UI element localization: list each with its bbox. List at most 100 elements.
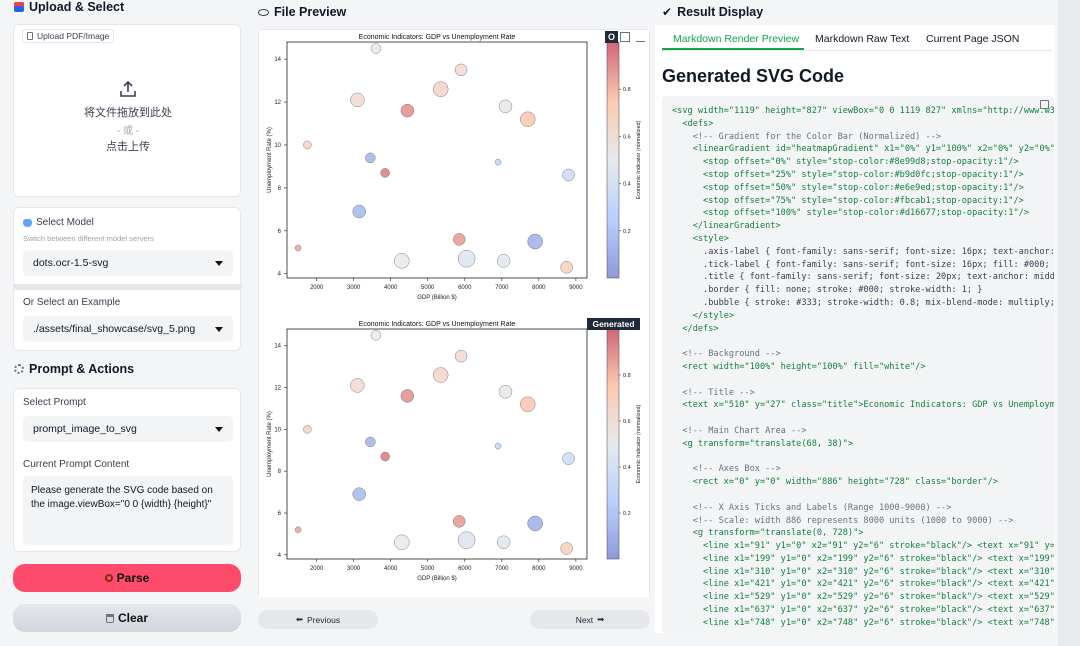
chart-background <box>259 30 649 316</box>
tab-markdown-render-preview[interactable]: Markdown Render Preview <box>673 33 800 45</box>
click-upload-text[interactable]: 点击上传 <box>106 141 150 153</box>
code-line: <rect width="100%" height="100%" fill="w… <box>672 361 926 372</box>
code-block[interactable]: <svg width="1119" height="827" viewBox="… <box>662 96 1054 633</box>
download-icon[interactable] <box>636 31 645 42</box>
scatter-point <box>457 249 476 268</box>
axes-box <box>286 41 588 279</box>
y-tick-label: 8 <box>278 469 282 475</box>
code-line: .border { fill: none; stroke: #000; stro… <box>672 285 983 296</box>
scatter-point <box>498 385 513 399</box>
y-tick-label: 10 <box>274 427 281 433</box>
code-line: <stop offset="75%" style="stop-color:#fb… <box>672 195 1024 206</box>
eye-icon <box>258 8 269 16</box>
previous-button[interactable]: ⬅ Previous <box>258 610 378 629</box>
file-icon <box>27 32 33 40</box>
scatter-point <box>520 111 536 127</box>
x-tick-label: 2000 <box>310 285 324 291</box>
code-line <box>672 412 1054 425</box>
tab-current-page-json[interactable]: Current Page JSON <box>926 33 1020 45</box>
colorbar-tick-label: 0.2 <box>623 511 631 517</box>
copy-icon[interactable] <box>1040 100 1049 109</box>
y-tick-label: 6 <box>278 229 282 235</box>
x-tick-label: 3000 <box>347 285 361 291</box>
svg-code: <svg width="1119" height="827" viewBox="… <box>672 105 1054 630</box>
prompt-panel: Select Prompt prompt_image_to_svg Curren… <box>13 388 241 552</box>
scatter-point <box>496 535 511 549</box>
chevron-down-icon <box>215 426 223 432</box>
fullscreen-icon[interactable] <box>620 32 630 42</box>
divider <box>14 284 242 290</box>
upload-panel[interactable]: Upload PDF/Image 将文件拖放到此处 - 或 - 点击上传 <box>13 24 241 197</box>
arrow-left-icon: ⬅ <box>295 614 304 624</box>
example-select[interactable]: ./assets/final_showcase/svg_5.png <box>23 316 233 342</box>
scatter-chart-original: Economic Indicators: GDP vs Unemployment… <box>259 30 649 316</box>
scatter-point <box>433 81 449 97</box>
colorbar-tick-label: 0.8 <box>623 373 631 379</box>
scatter-point <box>352 204 366 219</box>
x-tick-label: 5000 <box>421 285 435 291</box>
scatter-point <box>350 378 365 393</box>
code-line: <line x1="529" y1="0" x2="529" y2="6" st… <box>672 592 1054 603</box>
model-panel: Select Model Switch between different mo… <box>13 207 242 351</box>
code-line: <style> <box>672 233 729 244</box>
chart-title: Economic Indicators: GDP vs Unemployment… <box>359 34 516 41</box>
prompt-label: Select Prompt <box>23 397 86 408</box>
scatter-point <box>562 168 575 182</box>
clear-button[interactable]: Clear <box>13 604 241 632</box>
model-select[interactable]: dots.ocr-1.5-svg <box>23 250 233 276</box>
code-line: <!-- Background --> <box>672 349 781 360</box>
prompt-select[interactable]: prompt_image_to_svg <box>23 416 233 442</box>
prompt-content-textarea[interactable]: Please generate the SVG code based on th… <box>23 476 233 545</box>
scatter-point <box>303 140 312 150</box>
code-line: <line x1="748" y1="0" x2="748" y2="6" st… <box>672 617 1054 628</box>
code-line <box>672 374 1054 387</box>
scatter-point <box>394 253 410 269</box>
colorbar-tick-label: 0.2 <box>623 229 631 235</box>
original-badge: O <box>605 31 618 43</box>
y-tick-label: 6 <box>278 511 282 517</box>
parse-button[interactable]: Parse <box>13 564 241 592</box>
scatter-point <box>527 515 543 532</box>
arrow-right-icon: ➡ <box>597 614 605 624</box>
tab-markdown-raw-text[interactable]: Markdown Raw Text <box>815 33 910 45</box>
colorbar <box>606 328 620 560</box>
x-tick-label: 9000 <box>569 566 583 572</box>
scatter-point <box>394 534 410 550</box>
result-heading: Generated SVG Code <box>662 66 845 86</box>
scatter-point <box>454 63 468 77</box>
code-line: <stop offset="100%" style="stop-color:#d… <box>672 208 1029 219</box>
y-tick-label: 4 <box>278 272 282 278</box>
upload-tab[interactable]: Upload PDF/Image <box>22 29 115 43</box>
scatter-point <box>527 233 543 250</box>
chevron-down-icon <box>215 260 223 266</box>
next-button[interactable]: Next ➡ <box>530 610 650 629</box>
code-line: </linearGradient> <box>672 221 781 232</box>
code-line <box>672 451 1054 464</box>
model-hint: Switch between different model servers <box>23 234 154 243</box>
scatter-point <box>370 43 382 54</box>
top-chart: Economic Indicators: GDP vs Unemployment… <box>259 30 649 316</box>
code-line: </style> <box>672 310 735 321</box>
or-text: - 或 - <box>116 126 140 137</box>
scatter-point <box>380 451 390 462</box>
colorbar-label: Economic Indicator (normalized) <box>636 120 642 199</box>
code-line: <line x1="91" y1="0" x2="91" y2="6" stro… <box>672 541 1054 552</box>
scatter-point <box>352 487 366 501</box>
upload-arrow-icon <box>120 80 136 97</box>
scatter-point <box>560 261 573 274</box>
code-line: <linearGradient id="heatmapGradient" x1=… <box>672 144 1054 155</box>
result-section-title: ✔ Result Display <box>662 5 764 19</box>
x-axis-label: GDP (Billion $) <box>417 576 457 582</box>
code-line: <!-- Scale: width 886 represents 8000 un… <box>672 515 1014 526</box>
colorbar-label: Economic Indicator (normalized) <box>636 404 642 483</box>
code-line: <!-- Title --> <box>672 387 755 398</box>
y-tick-label: 12 <box>274 386 281 392</box>
x-tick-label: 2000 <box>310 566 324 572</box>
scrollbar-track[interactable] <box>1058 0 1080 646</box>
search-icon <box>104 574 113 582</box>
code-line: <g transform="translate(68, 38)"> <box>672 438 854 449</box>
scatter-point <box>560 542 573 555</box>
scatter-point <box>494 158 502 166</box>
scatter-point <box>294 244 302 252</box>
scatter-point <box>350 92 365 108</box>
